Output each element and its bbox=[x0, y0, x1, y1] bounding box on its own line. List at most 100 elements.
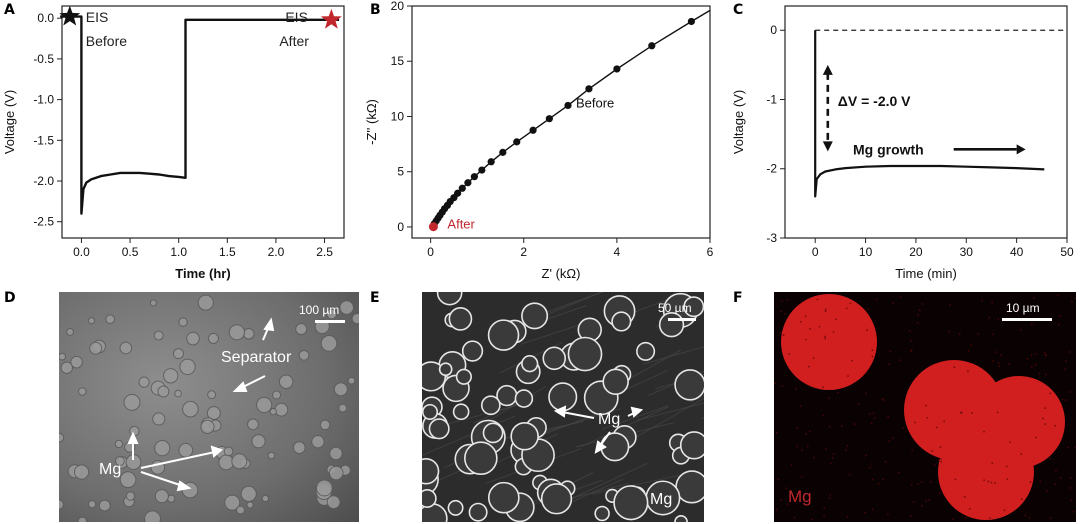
eds-noise-pixel bbox=[1034, 353, 1037, 355]
mg-deposit-spot bbox=[236, 505, 245, 515]
mg-deposit-spot bbox=[347, 376, 356, 385]
data-point-before bbox=[545, 115, 553, 123]
y-tick-label-c: -1 bbox=[766, 92, 777, 106]
mg-deposit-spot bbox=[328, 465, 344, 481]
y-tick-label-b: 5 bbox=[397, 165, 404, 179]
mg-deposit-circle bbox=[464, 441, 498, 476]
eds-noise-pixel bbox=[920, 481, 923, 483]
eds-noise-pixel bbox=[1044, 354, 1047, 357]
y-tick-label-c: -2 bbox=[766, 162, 777, 176]
eds-noise-pixel bbox=[828, 425, 831, 428]
surface-streak bbox=[480, 385, 547, 426]
mg-deposit-spot bbox=[77, 516, 87, 522]
eds-noise-pixel bbox=[775, 432, 778, 434]
x-axis-title-c: Time (min) bbox=[895, 266, 957, 281]
eds-noise-pixel bbox=[887, 416, 889, 418]
data-point-before bbox=[564, 101, 572, 110]
eds-noise-pixel bbox=[868, 413, 871, 415]
mg-deposit-spot bbox=[144, 510, 161, 522]
eds-noise-pixel bbox=[960, 411, 962, 414]
eds-noise-pixel bbox=[981, 300, 983, 302]
eds-noise-pixel bbox=[1042, 417, 1044, 420]
eds-noise-pixel bbox=[977, 332, 980, 335]
eds-noise-pixel bbox=[997, 362, 1000, 364]
eds-noise-pixel bbox=[808, 365, 810, 368]
mg-deposit-spot bbox=[197, 294, 214, 311]
eds-noise-pixel bbox=[912, 500, 915, 503]
eds-noise-pixel bbox=[928, 499, 931, 501]
eds-noise-pixel bbox=[965, 517, 967, 519]
eds-noise-pixel bbox=[1044, 423, 1047, 425]
eds-noise-pixel bbox=[991, 462, 993, 464]
eds-noise-pixel bbox=[899, 359, 902, 361]
series-label-before: Before bbox=[576, 95, 614, 110]
eds-noise-pixel bbox=[988, 316, 991, 319]
eds-noise-pixel bbox=[892, 437, 894, 439]
mg-deposit-spot bbox=[326, 495, 341, 510]
micrograph-f-mg-eds-map: 10 µm Mg bbox=[774, 292, 1076, 522]
surface-streak bbox=[520, 321, 589, 345]
eds-noise-pixel bbox=[967, 370, 969, 373]
eds-noise-pixel bbox=[943, 420, 945, 423]
mg-deposit-spot bbox=[87, 500, 97, 509]
mg-deposit-spot bbox=[267, 451, 276, 460]
eds-noise-pixel bbox=[832, 331, 835, 334]
eds-noise-pixel bbox=[1039, 480, 1042, 483]
annotation-after: After bbox=[279, 33, 309, 49]
eds-noise-pixel bbox=[987, 480, 990, 483]
panel-label-e: E bbox=[370, 290, 380, 306]
mg-deposit-spot bbox=[87, 317, 96, 325]
x-tick-label-b: 6 bbox=[707, 245, 714, 259]
mg-deposit-spot bbox=[223, 446, 234, 457]
mg-deposit-spot bbox=[119, 341, 133, 355]
eds-noise-pixel bbox=[1070, 499, 1073, 502]
surface-streak bbox=[536, 292, 604, 320]
eds-noise-pixel bbox=[1049, 457, 1051, 460]
eds-noise-pixel bbox=[870, 422, 873, 425]
y-tick-label-a: -1.0 bbox=[33, 93, 54, 107]
eds-noise-pixel bbox=[1069, 391, 1071, 393]
eds-noise-pixel bbox=[990, 481, 993, 484]
eds-noise-pixel bbox=[779, 332, 782, 334]
eds-noise-pixel bbox=[996, 411, 999, 414]
surface-streak bbox=[561, 462, 648, 504]
plot-frame-c bbox=[784, 5, 1068, 239]
mg-deposit-circle bbox=[602, 368, 629, 395]
eds-noise-pixel bbox=[1003, 509, 1006, 512]
series-line-a bbox=[60, 15, 340, 215]
label-mg-d: Mg bbox=[99, 461, 121, 478]
data-point-before bbox=[529, 126, 537, 134]
eds-noise-pixel bbox=[949, 304, 951, 306]
label-mg-f: Mg bbox=[788, 487, 812, 506]
mg-deposit-spot bbox=[149, 299, 157, 307]
x-tick-label-a: 0.5 bbox=[122, 245, 139, 259]
mg-deposit-circle bbox=[521, 302, 549, 330]
panel-label-b: B bbox=[370, 2, 381, 18]
mg-deposit-circle bbox=[540, 483, 573, 515]
eds-noise-pixel bbox=[998, 365, 1001, 367]
eds-noise-pixel bbox=[970, 344, 972, 346]
eds-noise-pixel bbox=[857, 403, 860, 405]
mg-deposit-spot bbox=[138, 376, 150, 388]
eds-noise-pixel bbox=[866, 308, 869, 310]
eds-noise-pixel bbox=[875, 298, 878, 301]
x-tick-label-c: 50 bbox=[1060, 245, 1074, 259]
y-tick-label-b: 15 bbox=[391, 54, 405, 68]
eds-noise-pixel bbox=[818, 326, 821, 328]
eds-noise-pixel bbox=[809, 430, 811, 433]
eds-noise-pixel bbox=[926, 417, 929, 419]
scale-bar-d bbox=[315, 320, 345, 323]
eds-noise-pixel bbox=[865, 392, 867, 395]
eds-noise-pixel bbox=[930, 364, 932, 367]
mg-deposit-spot bbox=[292, 441, 306, 454]
annotation-eis-1: EIS bbox=[285, 9, 308, 25]
eds-noise-pixel bbox=[828, 397, 830, 399]
eds-noise-pixel bbox=[1049, 517, 1052, 519]
mg-deposit-circle bbox=[613, 485, 649, 521]
eds-noise-pixel bbox=[782, 334, 785, 336]
x-tick-label-a: 2.5 bbox=[316, 245, 333, 259]
eds-noise-pixel bbox=[1009, 441, 1011, 444]
eds-noise-pixel bbox=[775, 508, 778, 511]
eds-noise-pixel bbox=[1031, 366, 1033, 368]
eds-noise-pixel bbox=[846, 516, 849, 518]
